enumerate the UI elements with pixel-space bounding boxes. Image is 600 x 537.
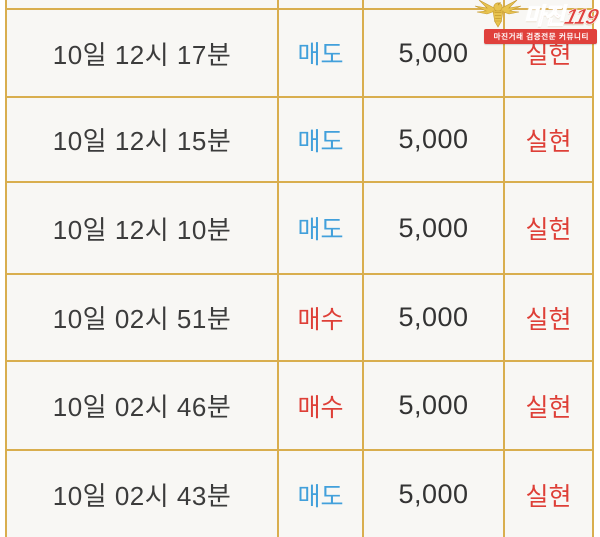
cell-amount: 5,000 (364, 98, 505, 181)
table-row: 10일 12시 15분 매도 5,000 실현 (7, 96, 592, 181)
table-row: 10일 02시 51분 매수 5,000 실현 (7, 273, 592, 360)
table-row: 10일 12시 17분 매도 5,000 실현 (7, 8, 592, 96)
cell-time: 10일 02시 43분 (7, 451, 279, 537)
cell-status: 실현 (525, 305, 572, 334)
cell-side: 매수 (279, 362, 364, 449)
cell-time (7, 0, 279, 8)
cell-time: 10일 12시 10분 (7, 183, 279, 273)
cell-status (505, 0, 592, 8)
cell-side: 매도 (279, 183, 364, 273)
cell-time: 10일 12시 17분 (7, 10, 279, 96)
table-row: 10일 02시 43분 매도 5,000 실현 (7, 449, 592, 537)
cell-side: 매도 (279, 10, 364, 96)
cell-amount (364, 0, 505, 8)
cell-status: 실현 (525, 216, 572, 244)
table-row-partial (7, 0, 592, 8)
cell-status: 실현 (525, 482, 572, 511)
cell-time: 10일 02시 51분 (7, 275, 279, 360)
cell-time: 10일 02시 46분 (7, 362, 279, 449)
table-row: 10일 02시 46분 매수 5,000 실현 (7, 360, 592, 449)
cell-time: 10일 12시 15분 (7, 98, 279, 181)
cell-amount: 5,000 (364, 183, 505, 273)
cell-amount: 5,000 (364, 10, 505, 96)
table-row: 10일 12시 10분 매도 5,000 실현 (7, 181, 592, 273)
cell-status: 실현 (525, 41, 572, 69)
cell-amount: 5,000 (364, 275, 505, 360)
cell-amount: 5,000 (364, 451, 505, 537)
cell-amount: 5,000 (364, 362, 505, 449)
cell-side (279, 0, 364, 8)
cell-side: 매도 (279, 451, 364, 537)
cell-status: 실현 (525, 393, 572, 422)
trade-history-table: 10일 12시 17분 매도 5,000 실현 10일 12시 15분 매도 5… (5, 0, 594, 537)
cell-status: 실현 (525, 127, 572, 156)
cell-side: 매도 (279, 98, 364, 181)
cell-side: 매수 (279, 275, 364, 360)
